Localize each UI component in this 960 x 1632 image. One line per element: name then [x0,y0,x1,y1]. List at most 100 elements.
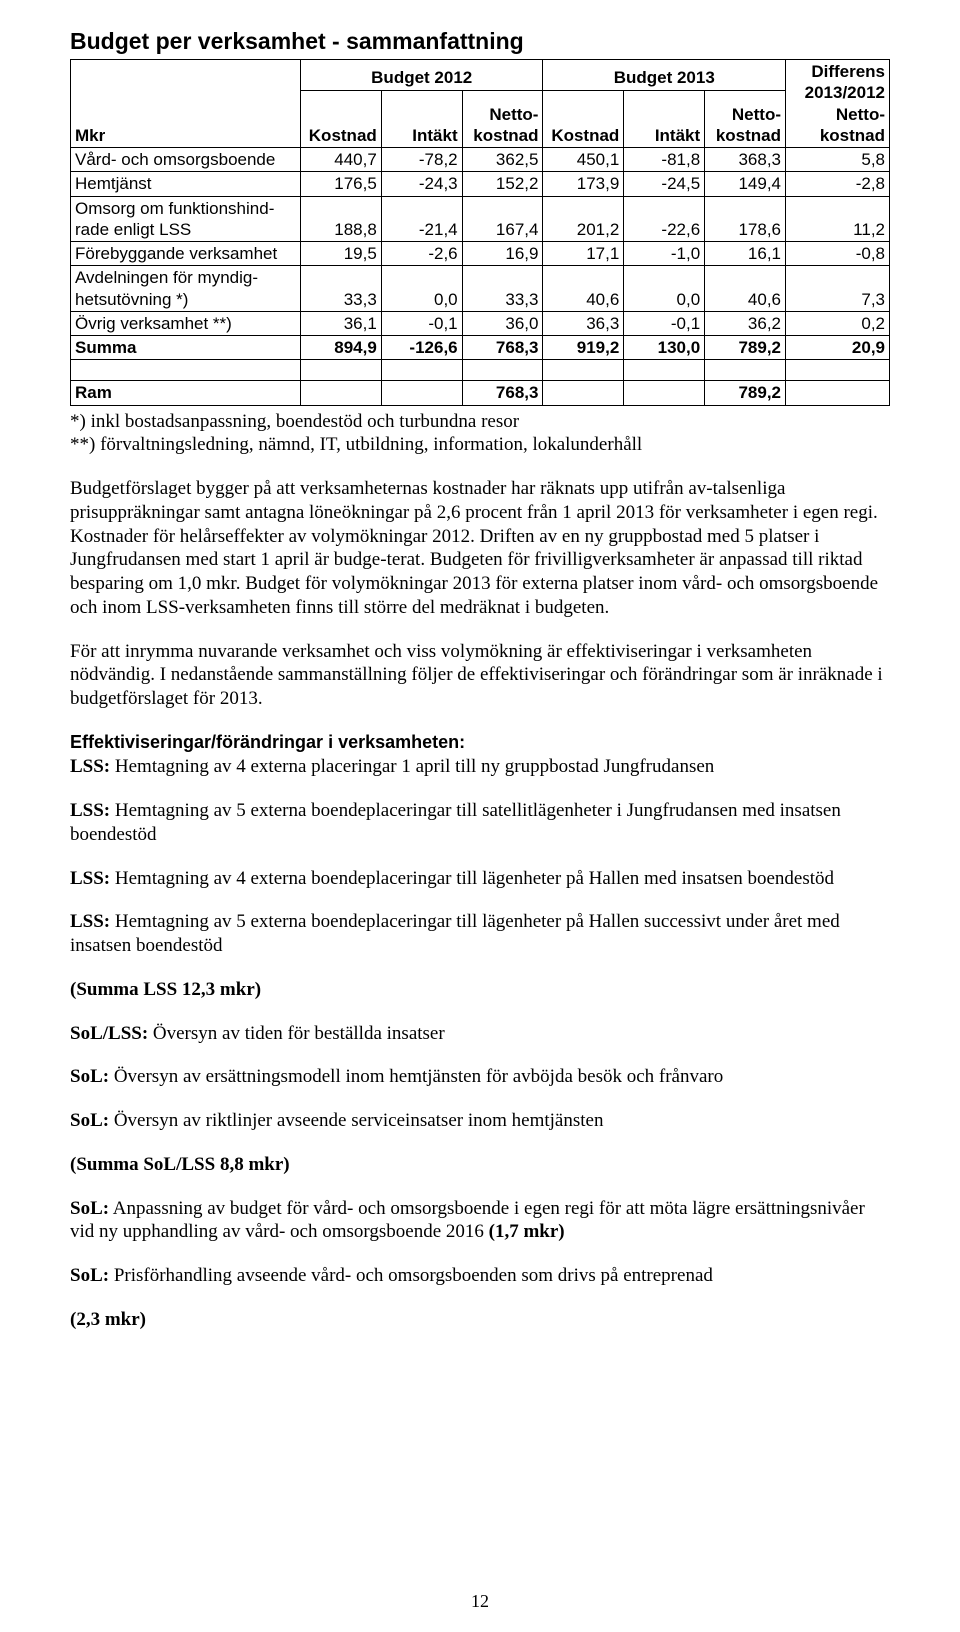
spacer [381,360,462,381]
page-title: Budget per verksamhet - sammanfattning [70,28,890,55]
spacer [786,360,890,381]
footnote-2: **) förvaltningsledning, nämnd, IT, utbi… [70,433,890,457]
spacer [300,360,381,381]
ram-row: Ram 768,3 789,2 [71,381,890,405]
page-number: 12 [0,1591,960,1612]
row-label: Vård- och omsorgsboende [71,148,301,172]
row-label: Hemtjänst [71,172,301,196]
cell: 36,2 [705,311,786,335]
header-col-intakt-2012: Intäkt [381,90,462,147]
spacer [705,360,786,381]
cell: 152,2 [462,172,543,196]
bullet-line: LSS: Hemtagning av 4 externa placeringar… [70,755,890,779]
cell: -2,8 [786,172,890,196]
bullet-line: LSS: Hemtagning av 5 externa boendeplace… [70,799,890,847]
line-text: Hemtagning av 4 externa boendeplaceringa… [110,868,834,889]
cell: 919,2 [543,336,624,360]
spacer-row [71,360,890,381]
row-label: Ram [71,381,301,405]
cell: 33,3 [462,266,543,312]
header-diff: Differens 2013/2012 Netto-kostnad [786,60,890,148]
cell: -21,4 [381,196,462,242]
cell: -78,2 [381,148,462,172]
line-text: Prisförhandling avseende vård- och omsor… [109,1265,713,1286]
cell: -0,1 [624,311,705,335]
spacer [543,360,624,381]
header-col-kostnad-2013: Kostnad [543,90,624,147]
footnote-1: *) inkl bostadsanpassning, boendestöd oc… [70,410,890,434]
cell: -0,1 [381,311,462,335]
bullet-line: SoL: Översyn av riktlinjer avseende serv… [70,1109,890,1133]
line-text: Hemtagning av 5 externa boendeplaceringa… [70,911,840,956]
cell: 167,4 [462,196,543,242]
cell: 789,2 [705,381,786,405]
cell: 17,1 [543,242,624,266]
cell: 0,0 [381,266,462,312]
cell: 768,3 [462,336,543,360]
lead-label: SoL/LSS: [70,1023,148,1044]
row-label: Förebyggande verksamhet [71,242,301,266]
tail-bold: (1,7 mkr) [489,1221,565,1242]
line-text: Översyn av ersättningsmodell inom hemtjä… [109,1066,723,1087]
cell: 36,3 [543,311,624,335]
bullet-line: SoL: Anpassning av budget för vård- och … [70,1197,890,1245]
budget-table: Mkr Budget 2012 Budget 2013 Differens 20… [70,59,890,406]
body-text: Budgetförslaget bygger på att verksamhet… [70,477,890,1332]
table-row: Vård- och omsorgsboende 440,7 -78,2 362,… [71,148,890,172]
bullet-line: SoL: Översyn av ersättningsmodell inom h… [70,1065,890,1089]
cell [300,381,381,405]
cell [624,381,705,405]
line-text: Anpassning av budget för vård- och omsor… [70,1198,865,1243]
bullet-line: LSS: Hemtagning av 5 externa boendeplace… [70,910,890,958]
bullet-line: SoL/LSS: Översyn av tiden för beställda … [70,1022,890,1046]
cell: -81,8 [624,148,705,172]
cell: 11,2 [786,196,890,242]
table-row: Övrig verksamhet **) 36,1 -0,1 36,0 36,3… [71,311,890,335]
table-row: Avdelningen för myndig- hetsutövning *) … [71,266,890,312]
row-label: Avdelningen för myndig- hetsutövning *) [71,266,301,312]
header-budget-2013: Budget 2013 [543,60,786,91]
cell [543,381,624,405]
table-row: Förebyggande verksamhet 19,5 -2,6 16,9 1… [71,242,890,266]
row-label: Övrig verksamhet **) [71,311,301,335]
summa-line: (2,3 mkr) [70,1308,890,1332]
cell: 173,9 [543,172,624,196]
row-label-line2: rade enligt LSS [75,220,191,239]
cell: 40,6 [543,266,624,312]
lead-label: LSS: [70,756,110,777]
summa-row: Summa 894,9 -126,6 768,3 919,2 130,0 789… [71,336,890,360]
cell: 450,1 [543,148,624,172]
cell: 19,5 [300,242,381,266]
cell: 149,4 [705,172,786,196]
header-mkr: Mkr [71,60,301,148]
cell: 16,1 [705,242,786,266]
cell: 768,3 [462,381,543,405]
cell: 130,0 [624,336,705,360]
line-text: Översyn av tiden för beställda insatser [148,1023,445,1044]
cell [786,381,890,405]
section-heading: Effektiviseringar/förändringar i verksam… [70,731,890,754]
summa-line: (Summa LSS 12,3 mkr) [70,978,890,1002]
cell: 368,3 [705,148,786,172]
cell: 188,8 [300,196,381,242]
cell: 33,3 [300,266,381,312]
cell: 176,5 [300,172,381,196]
cell: 0,2 [786,311,890,335]
lead-label: SoL: [70,1066,109,1087]
cell: -24,5 [624,172,705,196]
bullet-line: LSS: Hemtagning av 4 externa boendeplace… [70,867,890,891]
cell: 36,1 [300,311,381,335]
header-budget-2012: Budget 2012 [300,60,543,91]
cell: -1,0 [624,242,705,266]
cell: -22,6 [624,196,705,242]
cell: 0,0 [624,266,705,312]
cell: 789,2 [705,336,786,360]
header-col-intakt-2013: Intäkt [624,90,705,147]
row-label-line1: Omsorg om funktionshind- [75,199,274,218]
line-text: Hemtagning av 4 externa placeringar 1 ap… [110,756,714,777]
cell: -0,8 [786,242,890,266]
cell: 440,7 [300,148,381,172]
lead-label: LSS: [70,800,110,821]
row-label: Omsorg om funktionshind- rade enligt LSS [71,196,301,242]
line-text: Hemtagning av 5 externa boendeplaceringa… [70,800,841,845]
